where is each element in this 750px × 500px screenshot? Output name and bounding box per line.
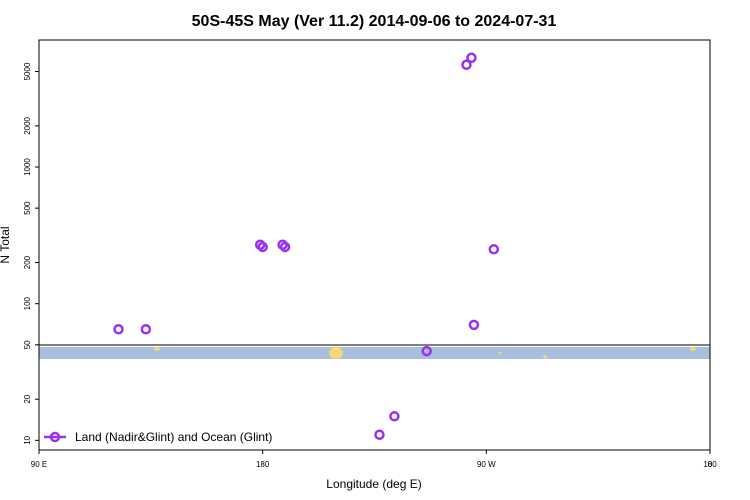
data-point — [468, 319, 480, 331]
y-tick-label: 100 — [23, 296, 32, 310]
chart-title: 50S-45S May (Ver 11.2) 2014-09-06 to 202… — [192, 13, 557, 30]
data-point — [140, 324, 152, 335]
data-point — [389, 411, 400, 422]
y-tick-label: 2000 — [23, 116, 32, 134]
map-band-land-new-zealand-2 — [690, 347, 696, 351]
y-tick-label: 200 — [23, 255, 32, 269]
plot-frame — [38, 39, 711, 451]
y-tick-label: 20 — [23, 394, 32, 403]
map-band-land-island-2 — [498, 352, 502, 354]
x-tick-label: 90 W — [477, 460, 496, 469]
data-point — [466, 52, 477, 64]
data-point — [113, 324, 124, 335]
x-tick-label: 90 E — [31, 460, 47, 469]
legend: Land (Nadir&Glint) and Ocean (Glint) — [44, 430, 272, 444]
map-band-land-island-1 — [543, 355, 547, 359]
data-points — [113, 52, 500, 440]
map-band-ocean — [39, 347, 710, 359]
x-tick-label: 180 — [256, 460, 270, 469]
data-point — [279, 241, 291, 253]
data-point — [421, 345, 432, 357]
x-tick-label: 0 — [708, 460, 713, 469]
y-axis: 10 20 50 100 200 500 1000 2000 5000 — [23, 62, 39, 445]
x-axis-label: Longitude (deg E) — [326, 477, 421, 491]
data-point — [374, 429, 385, 440]
y-tick-label: 10 — [23, 435, 32, 444]
y-tick-label: 500 — [23, 201, 32, 215]
map-band — [39, 344, 710, 359]
data-point — [461, 59, 472, 71]
legend-label: Land (Nadir&Glint) and Ocean (Glint) — [75, 430, 272, 444]
map-band-land-new-zealand-1 — [154, 347, 160, 351]
x-tick-label: 180 — [703, 460, 717, 469]
y-tick-label: 1000 — [23, 158, 32, 176]
y-tick-label: 50 — [23, 340, 32, 349]
y-tick-label: 5000 — [23, 62, 32, 80]
y-axis-label: N Total — [0, 226, 12, 263]
legend-marker — [49, 431, 61, 443]
data-point — [257, 241, 268, 253]
data-point — [488, 244, 500, 255]
map-band-land-south-america — [329, 347, 343, 359]
